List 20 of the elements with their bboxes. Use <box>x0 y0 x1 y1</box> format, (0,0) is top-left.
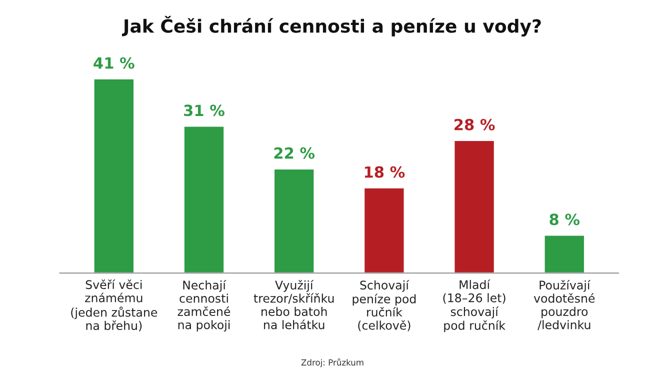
data-label: 8 % <box>550 214 580 226</box>
chart-title: Jak Češi chrání cennosti a peníze u vody? <box>122 16 541 36</box>
x-tick-label: Svěří věci známému (jeden zůstane na břehu) <box>71 279 158 332</box>
bar <box>453 140 496 274</box>
x-tick-label: Mladí (18–26 let) schovají pod ručník <box>443 279 506 332</box>
x-tick-label: Nechají cennosti zamčené na pokoji <box>178 280 230 332</box>
x-tick-label: Používají vodotěsné pouzdro /ledvinku <box>534 280 595 330</box>
data-label: 28 % <box>454 118 495 130</box>
bar <box>543 234 586 274</box>
bar <box>363 187 406 274</box>
bar <box>183 125 225 274</box>
x-tick-label: Využijí trezor/skříňku nebo batoh na lehátku <box>254 280 334 330</box>
bar <box>92 78 135 274</box>
data-label: 41 % <box>94 57 134 69</box>
bar <box>273 168 316 274</box>
data-label: 31 % <box>184 104 224 116</box>
x-tick-label: Schovají peníze pod ručník (celkově) <box>352 280 416 332</box>
text: Zdroj: Průzkum <box>301 358 364 368</box>
data-label: 22 % <box>274 147 315 159</box>
data-label: 18 % <box>364 166 405 178</box>
